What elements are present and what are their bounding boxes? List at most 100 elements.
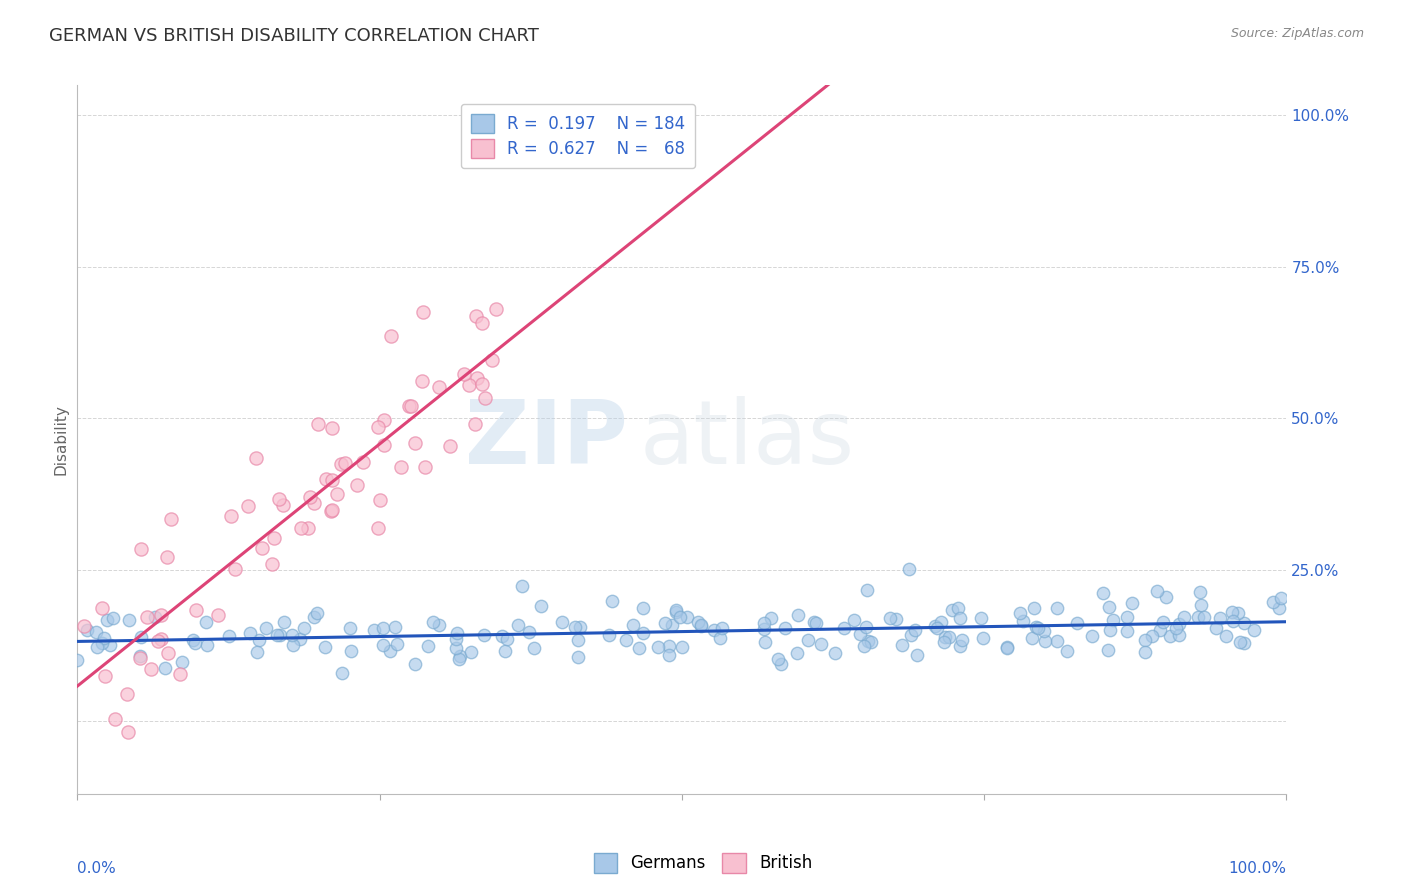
Point xyxy=(938,630,960,644)
Point xyxy=(485,302,508,317)
Point xyxy=(224,562,246,576)
Point xyxy=(658,648,681,662)
Text: 0.0%: 0.0% xyxy=(77,862,117,876)
Point xyxy=(330,457,353,471)
Point xyxy=(1167,628,1189,642)
Point xyxy=(413,459,436,474)
Point xyxy=(129,648,152,663)
Text: atlas: atlas xyxy=(640,396,855,483)
Point xyxy=(1146,583,1168,598)
Point xyxy=(183,633,205,648)
Point xyxy=(949,639,972,653)
Point xyxy=(319,504,342,518)
Point xyxy=(373,437,395,451)
Point xyxy=(465,309,488,323)
Point xyxy=(321,473,343,487)
Point xyxy=(654,616,676,631)
Point xyxy=(759,610,782,624)
Point xyxy=(1025,620,1047,634)
Point xyxy=(1045,633,1067,648)
Point xyxy=(464,417,486,432)
Point xyxy=(457,378,479,392)
Point xyxy=(690,618,713,632)
Text: ZIP: ZIP xyxy=(465,396,627,483)
Point xyxy=(378,644,401,658)
Point xyxy=(472,628,495,642)
Point xyxy=(1187,610,1209,624)
Point xyxy=(496,632,519,646)
Legend: R =  0.197    N = 184, R =  0.627    N =   68: R = 0.197 N = 184, R = 0.627 N = 68 xyxy=(461,103,696,168)
Point xyxy=(891,638,914,652)
Point xyxy=(884,612,907,626)
Point xyxy=(170,655,193,669)
Point xyxy=(288,632,311,646)
Point xyxy=(412,305,434,319)
Point xyxy=(631,626,654,640)
Point xyxy=(773,621,796,635)
Point xyxy=(367,521,389,535)
Point xyxy=(904,623,927,637)
Point xyxy=(195,639,218,653)
Point xyxy=(307,607,329,621)
Point xyxy=(924,619,946,633)
Point xyxy=(860,634,883,648)
Point xyxy=(970,611,993,625)
Point xyxy=(1154,591,1177,605)
Point xyxy=(447,651,470,665)
Point xyxy=(856,633,879,648)
Point xyxy=(600,594,623,608)
Point xyxy=(460,644,482,658)
Point xyxy=(91,636,114,650)
Point xyxy=(160,512,183,526)
Point xyxy=(1008,607,1031,621)
Point xyxy=(853,639,876,653)
Text: GERMAN VS BRITISH DISABILITY CORRELATION CHART: GERMAN VS BRITISH DISABILITY CORRELATION… xyxy=(49,27,538,45)
Point xyxy=(1046,601,1069,615)
Point xyxy=(905,648,928,663)
Point xyxy=(530,599,553,613)
Point xyxy=(246,645,269,659)
Point xyxy=(786,646,808,660)
Point xyxy=(494,644,516,658)
Point xyxy=(404,657,426,672)
Point xyxy=(1229,635,1251,649)
Text: Source: ZipAtlas.com: Source: ZipAtlas.com xyxy=(1230,27,1364,40)
Point xyxy=(927,621,949,635)
Point xyxy=(1097,643,1119,657)
Point xyxy=(321,420,343,434)
Point xyxy=(1159,629,1181,643)
Point xyxy=(236,499,259,513)
Point xyxy=(752,622,775,636)
Point xyxy=(399,399,422,413)
Point xyxy=(897,562,920,576)
Point xyxy=(1135,645,1157,659)
Point xyxy=(149,632,172,647)
Point xyxy=(1056,644,1078,658)
Point xyxy=(686,615,709,629)
Point xyxy=(856,582,879,597)
Point xyxy=(263,531,285,545)
Point xyxy=(444,641,467,656)
Point xyxy=(384,620,406,634)
Point xyxy=(446,625,468,640)
Point xyxy=(855,620,877,634)
Point xyxy=(404,436,426,450)
Point xyxy=(294,621,316,635)
Point xyxy=(218,629,240,643)
Point xyxy=(1149,623,1171,637)
Point xyxy=(949,611,972,625)
Point xyxy=(934,630,956,644)
Point xyxy=(1209,611,1232,625)
Point xyxy=(94,669,117,683)
Point xyxy=(567,650,589,665)
Point xyxy=(669,610,692,624)
Point xyxy=(280,628,302,642)
Point xyxy=(340,643,363,657)
Point xyxy=(439,439,461,453)
Point xyxy=(416,639,439,653)
Point xyxy=(84,625,107,640)
Point xyxy=(304,496,326,510)
Point xyxy=(946,601,969,615)
Legend: Germans, British: Germans, British xyxy=(588,847,818,880)
Point xyxy=(149,607,172,622)
